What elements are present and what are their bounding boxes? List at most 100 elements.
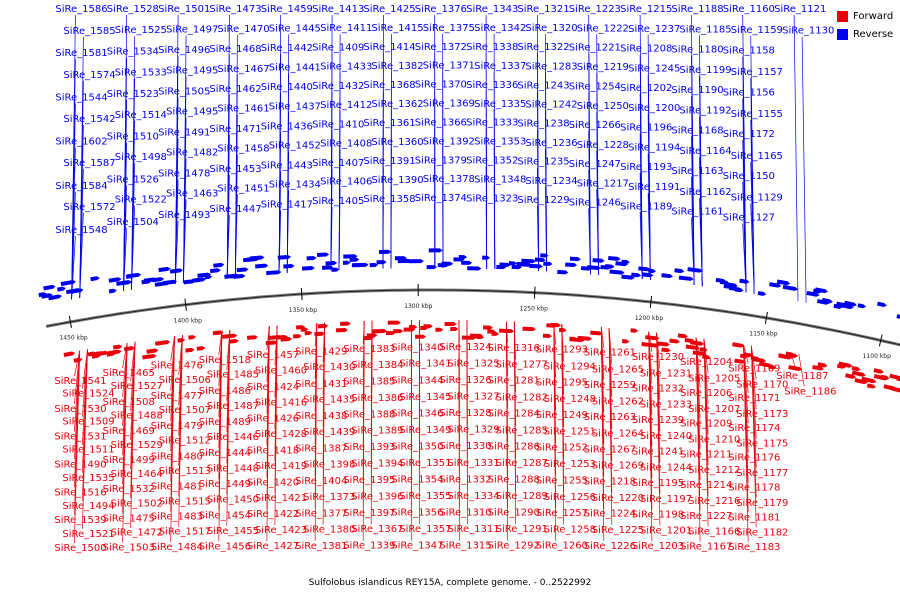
gene-leader-line (750, 203, 755, 294)
legend: Forward Reverse (837, 8, 899, 44)
gene-label: SiRe_1454 (199, 510, 251, 521)
gene-arrow (349, 257, 360, 262)
gene-label: SiRe_1286 (488, 442, 540, 453)
gene-label: SiRe_1458 (217, 144, 269, 155)
gene-arrow (734, 358, 746, 364)
gene-label: SiRe_1283 (525, 61, 577, 72)
gene-label: SiRe_1425 (363, 4, 415, 15)
gene-arrow (212, 330, 224, 336)
gene-label: SiRe_1224 (584, 509, 636, 520)
gene-arrow (857, 303, 867, 309)
gene-label: SiRe_1508 (103, 397, 155, 408)
gene-label: SiRe_1503 (103, 542, 155, 553)
gene-label: SiRe_1216 (688, 496, 740, 507)
gene-label: SiRe_1258 (544, 524, 596, 535)
gene-arrow (87, 351, 97, 357)
gene-label: SiRe_1162 (679, 187, 731, 198)
gene-arrow (154, 340, 171, 346)
gene-label: SiRe_1349 (399, 425, 451, 436)
gene-label: SiRe_1212 (688, 465, 740, 476)
gene-label: SiRe_1581 (55, 48, 107, 59)
gene-label: SiRe_1410 (312, 119, 364, 130)
gene-label: SiRe_1188 (671, 4, 723, 15)
gene-label: SiRe_1528 (107, 4, 159, 15)
gene-arrow (687, 267, 703, 273)
gene-label: SiRe_1129 (731, 193, 783, 204)
gene-label: SiRe_1442 (261, 43, 313, 54)
forward-swatch (837, 10, 848, 22)
gene-arrow (631, 272, 642, 278)
gene-leader-line (130, 341, 136, 528)
gene-arrow (63, 351, 76, 357)
gene-label: SiRe_1499 (103, 455, 155, 466)
gene-leader-line (600, 327, 605, 541)
gene-label: SiRe_1252 (536, 443, 588, 454)
gene-arrow (107, 349, 122, 356)
gene-arrow (426, 265, 438, 270)
gene-arrow (108, 277, 122, 283)
gene-label: SiRe_1161 (671, 206, 723, 217)
gene-label: SiRe_1227 (680, 511, 732, 522)
gene-label: SiRe_1483 (151, 512, 203, 523)
gene-label: SiRe_1459 (261, 4, 313, 15)
gene-label: SiRe_1506 (159, 375, 211, 386)
gene-label: SiRe_1439 (303, 427, 355, 438)
gene-arrow (558, 327, 567, 333)
gene-leader-line (226, 329, 231, 526)
scale-tick-label: 1100 kbp (863, 353, 891, 360)
gene-label: SiRe_1542 (63, 114, 115, 125)
gene-leader-line (362, 321, 365, 541)
gene-label: SiRe_1264 (592, 429, 644, 440)
gene-label: SiRe_1340 (391, 342, 443, 353)
gene-arrow (542, 333, 553, 339)
gene-leader-line (695, 337, 701, 542)
gene-label: SiRe_1477 (151, 391, 203, 402)
gene-arrow (185, 347, 195, 353)
gene-label: SiRe_1514 (115, 110, 167, 121)
gene-label: SiRe_1497 (166, 25, 218, 36)
gene-label: SiRe_1462 (209, 84, 261, 95)
gene-label: SiRe_1412 (320, 100, 372, 111)
gene-label: SiRe_1368 (363, 80, 415, 91)
gene-label: SiRe_1178 (728, 483, 780, 494)
gene-label: SiRe_1495 (166, 107, 218, 118)
gene-label: SiRe_1351 (399, 458, 451, 469)
gene-label: SiRe_1183 (728, 542, 780, 553)
gene-arrow (732, 342, 745, 348)
gene-label: SiRe_1193 (620, 162, 672, 173)
gene-label: SiRe_1166 (688, 526, 740, 537)
gene-arrow (43, 284, 56, 291)
gene-arrow (604, 264, 615, 269)
gene-label: SiRe_1210 (688, 435, 740, 446)
gene-label: SiRe_1455 (207, 526, 259, 537)
gene-arrow (397, 259, 412, 264)
gene-label: SiRe_1430 (303, 362, 355, 373)
gene-arrow (769, 282, 782, 288)
gene-arrow (300, 327, 309, 332)
gene-leader-line (793, 14, 799, 302)
gene-label: SiRe_1335 (474, 99, 526, 110)
gene-leader-line (751, 345, 757, 380)
gene-arrow (638, 266, 651, 272)
gene-arrow (441, 261, 454, 266)
gene-label: SiRe_1221 (569, 43, 621, 54)
gene-label: SiRe_1384 (351, 360, 403, 371)
gene-label: SiRe_1167 (680, 542, 732, 553)
gene-label: SiRe_1281 (488, 376, 540, 387)
gene-label: SiRe_1431 (295, 379, 347, 390)
gene-arrow (768, 364, 777, 370)
gene-label: SiRe_1522 (115, 195, 167, 206)
gene-label: SiRe_1130 (782, 26, 834, 37)
gene-label: SiRe_1485 (207, 370, 259, 381)
gene-label: SiRe_1371 (423, 61, 475, 72)
gene-arrow (758, 361, 773, 368)
gene-label: SiRe_1440 (261, 82, 313, 93)
gene-label: SiRe_1168 (671, 125, 723, 136)
gene-label: SiRe_1465 (103, 368, 155, 379)
gene-arrow (699, 347, 708, 352)
gene-label: SiRe_1487 (207, 401, 259, 412)
gene-label: SiRe_1539 (54, 515, 106, 526)
gene-arrow (517, 262, 532, 267)
gene-label: SiRe_1382 (371, 61, 423, 72)
gene-label: SiRe_1217 (577, 179, 629, 190)
